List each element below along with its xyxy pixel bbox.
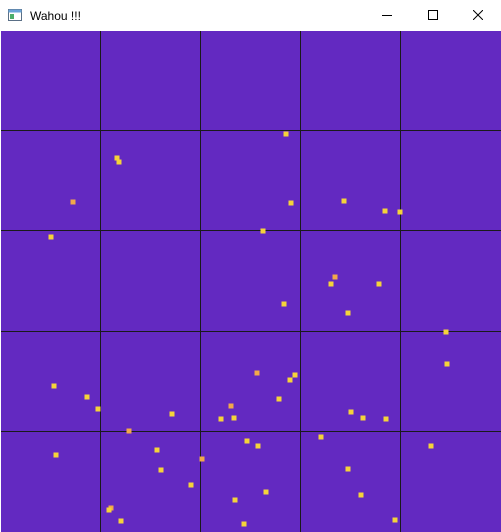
particle — [51, 383, 57, 389]
particle — [443, 329, 449, 335]
close-button[interactable] — [455, 0, 501, 31]
particle — [260, 228, 266, 234]
particle — [358, 492, 364, 498]
particle — [232, 497, 238, 503]
close-icon — [472, 7, 484, 25]
particle — [283, 131, 289, 137]
particle — [95, 406, 101, 412]
particle — [53, 452, 59, 458]
particle — [254, 370, 260, 376]
particle — [106, 507, 112, 513]
app-window-icon — [8, 8, 22, 22]
particle — [281, 301, 287, 307]
particle — [328, 281, 334, 287]
particle — [199, 456, 205, 462]
particle — [287, 377, 293, 383]
board-background — [1, 31, 501, 532]
particle — [428, 443, 434, 449]
particle — [241, 521, 247, 527]
particle — [228, 403, 234, 409]
maximize-icon — [428, 7, 438, 25]
particle — [332, 274, 338, 280]
particle — [126, 428, 132, 434]
particle — [169, 411, 175, 417]
particle — [444, 361, 450, 367]
minimize-button[interactable] — [364, 0, 410, 31]
particle — [70, 199, 76, 205]
particle — [158, 467, 164, 473]
particle — [376, 281, 382, 287]
particle — [231, 415, 237, 421]
minimize-icon — [382, 7, 392, 25]
particle — [341, 198, 347, 204]
maximize-button[interactable] — [410, 0, 456, 31]
game-board — [1, 31, 501, 532]
window-title: Wahou !!! — [30, 9, 81, 23]
game-canvas[interactable] — [1, 31, 501, 532]
particle — [48, 234, 54, 240]
particle — [397, 209, 403, 215]
particle — [84, 394, 90, 400]
particle — [218, 416, 224, 422]
particle — [263, 489, 269, 495]
particle — [318, 434, 324, 440]
particle — [360, 415, 366, 421]
particle — [292, 372, 298, 378]
particle — [345, 310, 351, 316]
particle — [392, 517, 398, 523]
particle — [116, 159, 122, 165]
title-bar[interactable]: Wahou !!! — [0, 0, 501, 31]
particle — [348, 409, 354, 415]
particle — [383, 416, 389, 422]
particle — [118, 518, 124, 524]
particle — [188, 482, 194, 488]
particle — [288, 200, 294, 206]
particle — [276, 396, 282, 402]
particle — [382, 208, 388, 214]
particle — [255, 443, 261, 449]
particle — [114, 155, 120, 161]
particle — [244, 438, 250, 444]
particle — [345, 466, 351, 472]
particle — [154, 447, 160, 453]
